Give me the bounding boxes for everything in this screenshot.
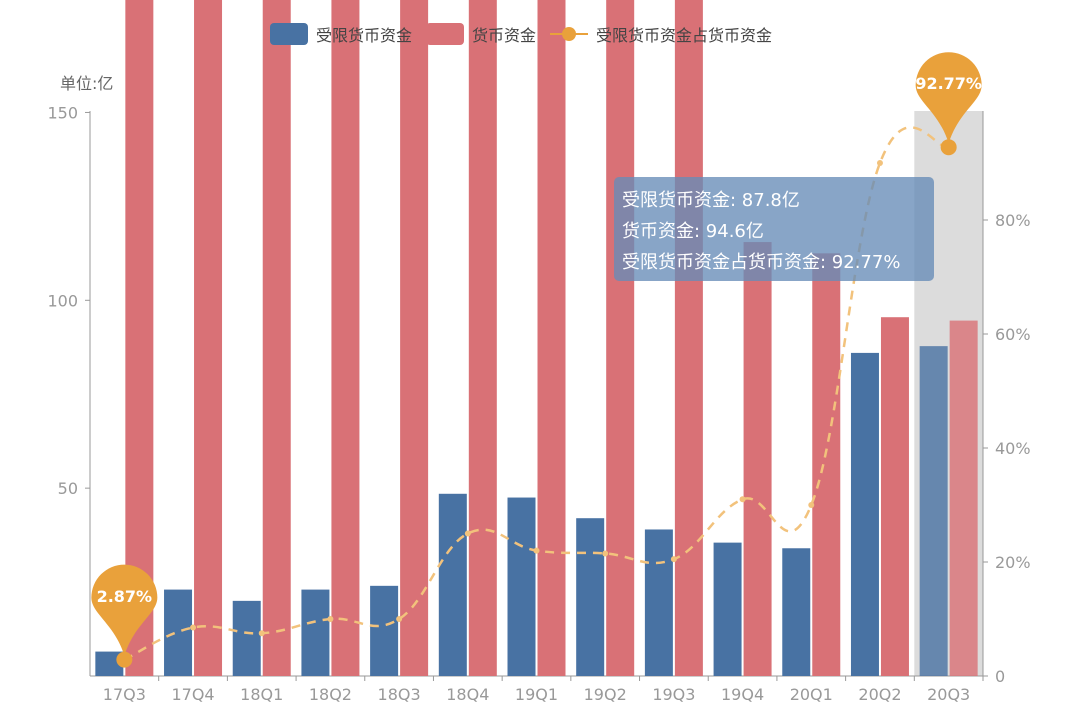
marker-dot	[940, 139, 957, 156]
bar-cash	[125, 0, 154, 677]
ratio-point	[258, 630, 265, 637]
y-right-tick-label: 0	[995, 667, 1005, 686]
ratio-point	[876, 160, 883, 166]
tooltip-line-ratio: 受限货币资金占货币资金: 92.77%	[622, 252, 901, 273]
y-left-tick-label: 50	[58, 479, 78, 498]
bar-restricted	[576, 518, 605, 676]
ratio-point	[602, 550, 609, 557]
marker-pin	[915, 52, 982, 144]
bar-restricted	[782, 548, 811, 676]
x-tick-label: 18Q4	[446, 685, 489, 704]
bar-cash	[606, 0, 635, 677]
ratio-point	[670, 556, 677, 563]
bar-restricted	[438, 493, 467, 676]
bar-cash	[674, 0, 703, 677]
legend-item-ratio[interactable]: 受限货币资金占货币资金	[550, 22, 772, 46]
x-tick-label: 19Q4	[721, 685, 764, 704]
x-tick-label: 20Q1	[790, 685, 833, 704]
y-right-tick-label: 80%	[995, 211, 1031, 230]
bar-restricted	[713, 542, 742, 676]
marker-label-first: 2.87%	[96, 586, 153, 606]
bar-restricted	[301, 589, 330, 676]
bar-cash	[537, 0, 566, 676]
ratio-point	[808, 502, 815, 508]
tooltip-line-cash: 货币资金: 94.6亿	[622, 221, 764, 242]
bar-cash	[880, 317, 909, 676]
bar-restricted	[164, 589, 193, 676]
ratio-point	[327, 616, 334, 622]
ratio-line	[123, 126, 949, 661]
bar-restricted	[507, 497, 536, 676]
ratio-point	[464, 530, 471, 537]
legend-item-restricted[interactable]: 受限货币资金	[270, 22, 412, 46]
bar-cash	[331, 0, 360, 676]
legend: 受限货币资金 货币资金 受限货币资金占货币资金	[270, 22, 786, 46]
legend-item-cash[interactable]: 货币资金	[426, 22, 536, 46]
marker-dot	[116, 651, 133, 668]
x-tick-label: 18Q1	[240, 685, 283, 704]
x-tick-label: 17Q3	[103, 685, 146, 704]
bar-cash	[262, 0, 291, 676]
x-tick-label: 18Q2	[309, 685, 352, 704]
ratio-point	[739, 496, 746, 503]
bar-cash	[468, 0, 497, 676]
x-tick-label: 19Q3	[652, 685, 695, 704]
bar-cash	[400, 0, 429, 676]
y-left-tick-label: 100	[47, 291, 78, 310]
bar-cash	[812, 253, 841, 676]
y-right-tick-label: 20%	[995, 553, 1031, 572]
legend-swatch-restricted	[270, 23, 308, 45]
bar-restricted	[850, 352, 879, 676]
bar-cash	[194, 0, 223, 677]
x-tick-label: 19Q2	[584, 685, 627, 704]
bar-restricted	[370, 585, 399, 676]
unit-label: 单位:亿	[60, 74, 114, 93]
ratio-point	[190, 624, 197, 631]
y-left-tick-label: 150	[47, 103, 78, 122]
bar-cash	[949, 320, 978, 676]
ratio-point	[396, 616, 403, 622]
y-right-tick-label: 40%	[995, 439, 1031, 458]
legend-label-restricted: 受限货币资金	[316, 26, 413, 45]
x-tick-label: 20Q2	[858, 685, 901, 704]
tooltip-line-restricted: 受限货币资金: 87.8亿	[622, 190, 800, 211]
legend-swatch-cash	[426, 23, 465, 45]
tooltip: 受限货币资金: 87.8亿 货币资金: 94.6亿 受限货币资金占货币资金: 9…	[614, 177, 934, 281]
x-tick-label: 18Q3	[378, 685, 421, 704]
x-tick-label: 17Q4	[171, 685, 214, 704]
marker-pin	[91, 564, 158, 656]
bar-cash	[743, 242, 772, 676]
ratio-point	[533, 547, 540, 554]
legend-swatch-ratio	[550, 23, 589, 45]
bar-restricted	[919, 346, 948, 676]
y-right-tick-label: 60%	[995, 325, 1031, 344]
legend-label-ratio: 受限货币资金占货币资金	[596, 26, 773, 45]
marker-label-last: 92.77%	[915, 74, 982, 94]
bar-restricted	[644, 529, 673, 676]
x-tick-label: 19Q1	[515, 685, 558, 704]
bar-restricted	[232, 600, 261, 676]
x-tick-label: 20Q3	[927, 685, 970, 704]
legend-label-cash: 货币资金	[472, 26, 537, 45]
